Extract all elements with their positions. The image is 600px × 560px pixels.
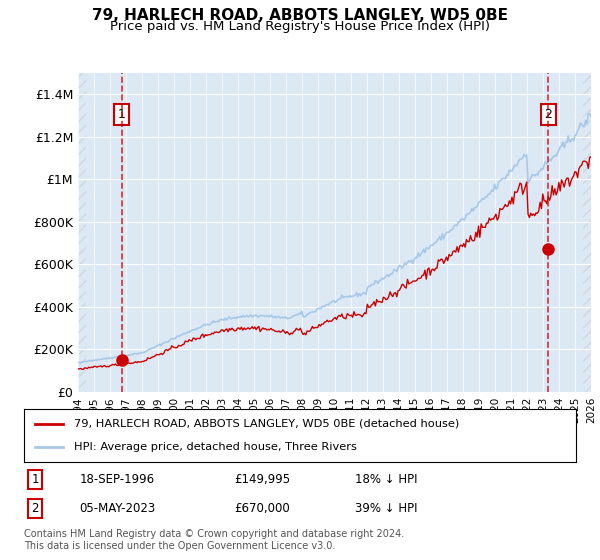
Text: 79, HARLECH ROAD, ABBOTS LANGLEY, WD5 0BE: 79, HARLECH ROAD, ABBOTS LANGLEY, WD5 0B…: [92, 8, 508, 24]
Text: 1: 1: [118, 108, 125, 121]
Text: Price paid vs. HM Land Registry's House Price Index (HPI): Price paid vs. HM Land Registry's House …: [110, 20, 490, 32]
Text: 79, HARLECH ROAD, ABBOTS LANGLEY, WD5 0BE (detached house): 79, HARLECH ROAD, ABBOTS LANGLEY, WD5 0B…: [74, 419, 459, 429]
Text: Contains HM Land Registry data © Crown copyright and database right 2024.
This d: Contains HM Land Registry data © Crown c…: [24, 529, 404, 551]
Bar: [583, 73, 591, 392]
Bar: [78, 73, 86, 392]
Text: £670,000: £670,000: [234, 502, 290, 515]
Text: 18% ↓ HPI: 18% ↓ HPI: [355, 473, 418, 486]
Text: 2: 2: [31, 502, 39, 515]
Text: 39% ↓ HPI: 39% ↓ HPI: [355, 502, 418, 515]
Text: £149,995: £149,995: [234, 473, 290, 486]
Text: 05-MAY-2023: 05-MAY-2023: [79, 502, 155, 515]
Text: 2: 2: [544, 108, 552, 121]
Text: 18-SEP-1996: 18-SEP-1996: [79, 473, 154, 486]
Text: 1: 1: [31, 473, 39, 486]
Text: HPI: Average price, detached house, Three Rivers: HPI: Average price, detached house, Thre…: [74, 442, 356, 452]
